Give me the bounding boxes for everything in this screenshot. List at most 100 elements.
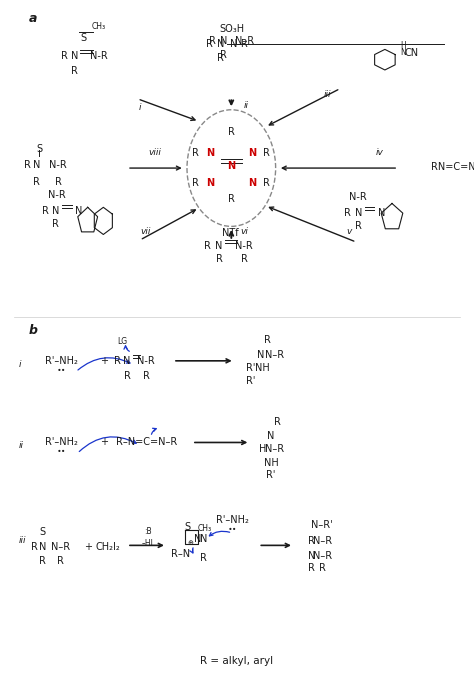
Text: ∙∙: ∙∙ xyxy=(57,364,66,374)
Text: R: R xyxy=(143,371,149,381)
Text: N–R: N–R xyxy=(235,36,254,46)
Text: R': R' xyxy=(246,377,255,386)
Text: N: N xyxy=(194,534,202,543)
Text: N: N xyxy=(355,208,363,217)
Text: N: N xyxy=(52,206,60,215)
Text: R: R xyxy=(42,206,49,215)
Text: H: H xyxy=(259,445,267,454)
Text: R: R xyxy=(356,222,362,231)
Text: N–R: N–R xyxy=(313,552,332,561)
Text: N: N xyxy=(206,178,214,188)
Text: iii: iii xyxy=(323,90,331,99)
Text: iii: iii xyxy=(19,536,27,545)
Text: R'–NH₂: R'–NH₂ xyxy=(216,515,249,525)
Text: S: S xyxy=(81,34,86,43)
Text: R: R xyxy=(124,371,130,381)
Text: R: R xyxy=(39,556,46,566)
Text: ii: ii xyxy=(244,101,249,110)
Text: N-R: N-R xyxy=(235,241,253,250)
Text: N-R: N-R xyxy=(49,161,67,170)
Text: S: S xyxy=(36,144,42,154)
Text: R: R xyxy=(192,148,199,158)
Text: +: + xyxy=(84,542,91,552)
Text: N: N xyxy=(71,51,79,60)
Text: R: R xyxy=(274,417,281,427)
FancyArrowPatch shape xyxy=(124,346,129,351)
Text: R: R xyxy=(204,241,211,250)
Text: vii: vii xyxy=(141,226,151,236)
Text: N: N xyxy=(227,161,236,171)
Text: N: N xyxy=(400,48,406,58)
Text: R: R xyxy=(264,148,270,158)
Text: R'–NH₂: R'–NH₂ xyxy=(45,356,78,366)
Text: N: N xyxy=(200,534,208,543)
Text: N: N xyxy=(215,241,223,250)
Text: R: R xyxy=(206,39,213,49)
Text: R'–NH₂: R'–NH₂ xyxy=(45,438,78,447)
Text: CH₃: CH₃ xyxy=(91,22,106,32)
Text: R: R xyxy=(55,177,62,187)
Text: R: R xyxy=(216,255,222,264)
FancyArrowPatch shape xyxy=(190,548,193,553)
Text: CH₂I₂: CH₂I₂ xyxy=(96,542,120,552)
Text: vi: vi xyxy=(241,226,248,236)
Text: R–N=C=N–R: R–N=C=N–R xyxy=(116,438,178,447)
Text: R = alkyl, aryl: R = alkyl, aryl xyxy=(201,657,273,666)
Text: N: N xyxy=(248,148,257,158)
FancyArrowPatch shape xyxy=(151,428,156,434)
Text: R: R xyxy=(309,563,315,573)
Text: R': R' xyxy=(266,471,276,480)
Text: ⊕: ⊕ xyxy=(188,540,193,545)
Text: CN: CN xyxy=(404,48,419,58)
Text: R': R' xyxy=(246,363,255,372)
Text: R: R xyxy=(33,177,40,187)
Text: N–R: N–R xyxy=(51,542,70,552)
Text: ∙∙: ∙∙ xyxy=(57,446,66,456)
Text: i: i xyxy=(19,359,21,369)
Text: N: N xyxy=(74,206,82,215)
Text: N-R: N-R xyxy=(137,356,155,366)
Text: N: N xyxy=(33,161,40,170)
Text: N–R: N–R xyxy=(313,536,332,545)
Text: R: R xyxy=(319,563,326,573)
Text: N-R: N-R xyxy=(349,192,367,202)
Text: –HI: –HI xyxy=(142,539,154,549)
Text: b: b xyxy=(28,324,37,337)
Text: R: R xyxy=(228,128,235,137)
Text: iv: iv xyxy=(375,148,383,158)
Text: N–R: N–R xyxy=(265,445,284,454)
Text: R: R xyxy=(24,161,30,170)
Text: i: i xyxy=(139,103,142,113)
FancyArrowPatch shape xyxy=(78,358,130,370)
Text: N-R: N-R xyxy=(90,51,108,60)
Text: R: R xyxy=(228,194,235,204)
Text: N-R: N-R xyxy=(48,190,66,200)
Text: N: N xyxy=(123,356,131,366)
Text: a: a xyxy=(28,12,37,25)
Text: R: R xyxy=(220,50,227,60)
Text: R: R xyxy=(72,66,78,75)
Text: R: R xyxy=(264,178,270,188)
Text: viii: viii xyxy=(148,148,161,158)
Text: N: N xyxy=(217,39,224,49)
Text: R: R xyxy=(344,208,351,217)
Text: N: N xyxy=(39,542,46,552)
Text: N: N xyxy=(267,431,275,440)
Text: N: N xyxy=(378,208,385,217)
Text: R: R xyxy=(53,220,59,229)
Text: R: R xyxy=(57,556,64,566)
Text: R–N: R–N xyxy=(171,549,190,559)
Text: NTf: NTf xyxy=(221,228,238,238)
Text: R: R xyxy=(61,51,68,60)
Text: N: N xyxy=(257,351,264,360)
Text: v: v xyxy=(346,226,352,236)
Text: RN=C=NR: RN=C=NR xyxy=(431,162,474,172)
Text: R: R xyxy=(264,335,271,345)
Text: R: R xyxy=(209,36,216,46)
Text: NH: NH xyxy=(255,363,270,372)
Text: R: R xyxy=(241,255,247,264)
Text: NH: NH xyxy=(264,458,279,468)
Text: N–R': N–R' xyxy=(310,520,332,530)
Text: N: N xyxy=(206,148,214,158)
Text: N: N xyxy=(220,36,228,46)
